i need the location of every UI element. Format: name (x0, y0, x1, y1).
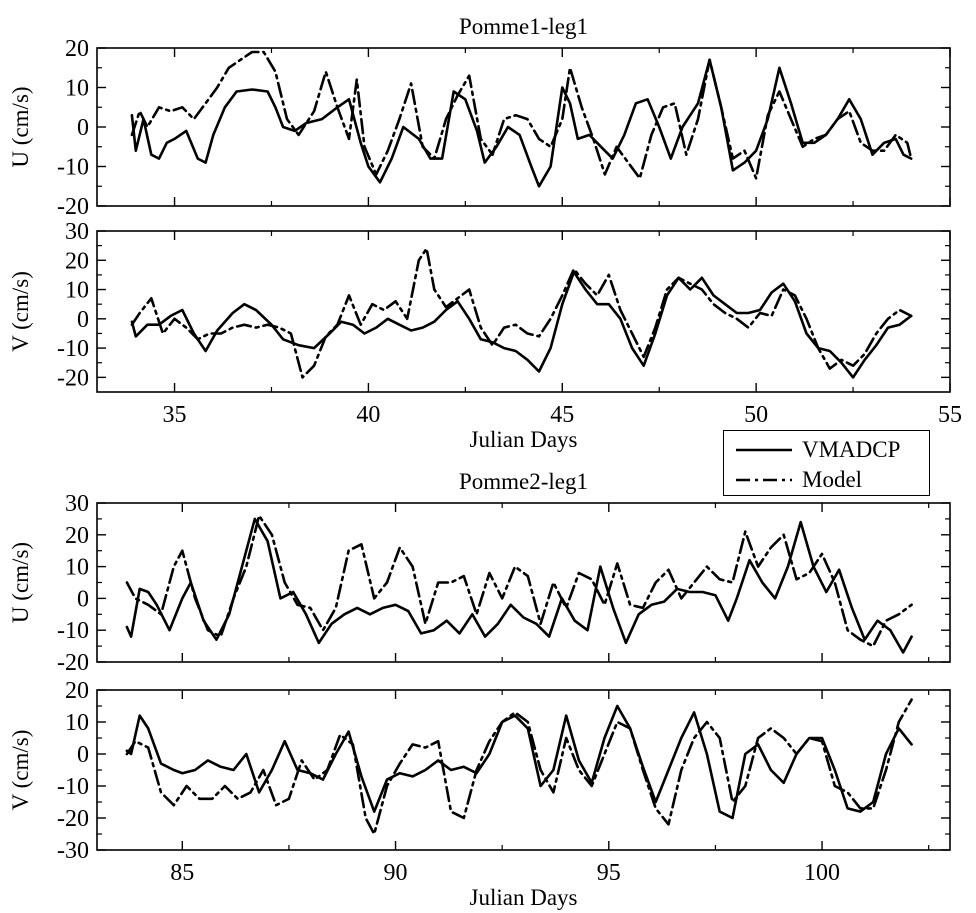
y-tick-label: 10 (65, 76, 89, 102)
y-tick-label: 10 (65, 278, 89, 304)
x-tick-label: 55 (938, 402, 962, 428)
x-axis-label: Julian Days (470, 885, 578, 910)
y-tick-label: 20 (65, 678, 89, 704)
series-line-model (125, 514, 913, 648)
y-axis-label: V (cm/s) (8, 730, 33, 811)
plot-frame (96, 230, 951, 393)
legend-label-vmadcp: VMADCP (802, 437, 901, 462)
y-tick-label: -20 (57, 650, 89, 676)
legend-swatch-dashdot (736, 478, 792, 482)
plot-frame (96, 689, 951, 851)
x-tick-label: 95 (597, 860, 621, 886)
y-tick-label: -30 (57, 838, 89, 864)
series-line-model (125, 698, 913, 836)
y-tick-label: -10 (57, 618, 89, 644)
x-tick-label: 100 (804, 860, 840, 886)
y-tick-label: 0 (77, 586, 89, 612)
series-line-vmadcp (125, 517, 913, 654)
x-tick-label: 50 (744, 402, 768, 428)
y-tick-label: 10 (65, 555, 89, 581)
panel-pomme1-u: -20 -10 0 10 20 Pomme1-leg1 U (cm/s) (8, 14, 951, 220)
panel-pomme2-v: -30 -20 -10 0 10 20 85 90 95 100 Julian Days V (cm/… (8, 678, 951, 910)
y-tick-label: 20 (65, 248, 89, 274)
x-axis-label: Julian Days (470, 427, 578, 452)
y-tick-label: 10 (65, 710, 89, 736)
series-line-model (130, 50, 913, 180)
y-tick-label: 20 (65, 36, 89, 62)
y-tick-label: -20 (57, 806, 89, 832)
x-tick-label: 35 (163, 402, 187, 428)
y-axis-label: V (cm/s) (8, 271, 33, 352)
plot-frame (96, 47, 951, 207)
x-tick-label: 85 (170, 860, 194, 886)
y-axis-label: U (cm/s) (8, 86, 33, 167)
y-tick-label: 0 (77, 742, 89, 768)
y-tick-label: 0 (77, 115, 89, 141)
panel-title: Pomme1-leg1 (459, 14, 588, 39)
y-tick-label: 30 (65, 219, 89, 245)
y-axis-label: U (cm/s) (8, 542, 33, 623)
legend: VMADCP Model (723, 430, 930, 496)
y-tick-label: -10 (57, 774, 89, 800)
x-tick-label: 45 (550, 402, 574, 428)
legend-item-model: Model (724, 465, 929, 495)
y-tick-label: -10 (57, 155, 89, 181)
y-tick-label: -20 (57, 365, 89, 391)
series-line-vmadcp (130, 58, 913, 188)
x-tick-label: 90 (384, 860, 408, 886)
series-line-vmadcp (130, 270, 913, 379)
panel-pomme1-v: -20 -10 0 10 20 30 35 40 45 50 55 Julian Days V (cm/… (8, 219, 962, 452)
y-tick-label: 0 (77, 307, 89, 333)
legend-label-model: Model (802, 467, 863, 492)
x-tick-label: 40 (356, 402, 380, 428)
panel-title: Pomme2-leg1 (459, 469, 588, 494)
y-tick-label: -10 (57, 336, 89, 362)
panel-pomme2-u: -20 -10 0 10 20 30 Pomme2-leg1 U (cm/s) (8, 469, 951, 676)
series-line-vmadcp (125, 704, 913, 820)
y-tick-label: -20 (57, 194, 89, 220)
y-tick-label: 20 (65, 523, 89, 549)
legend-item-vmadcp: VMADCP (724, 435, 929, 465)
y-tick-label: 30 (65, 491, 89, 517)
series-line-model (130, 247, 913, 379)
legend-swatch-solid (736, 448, 792, 452)
